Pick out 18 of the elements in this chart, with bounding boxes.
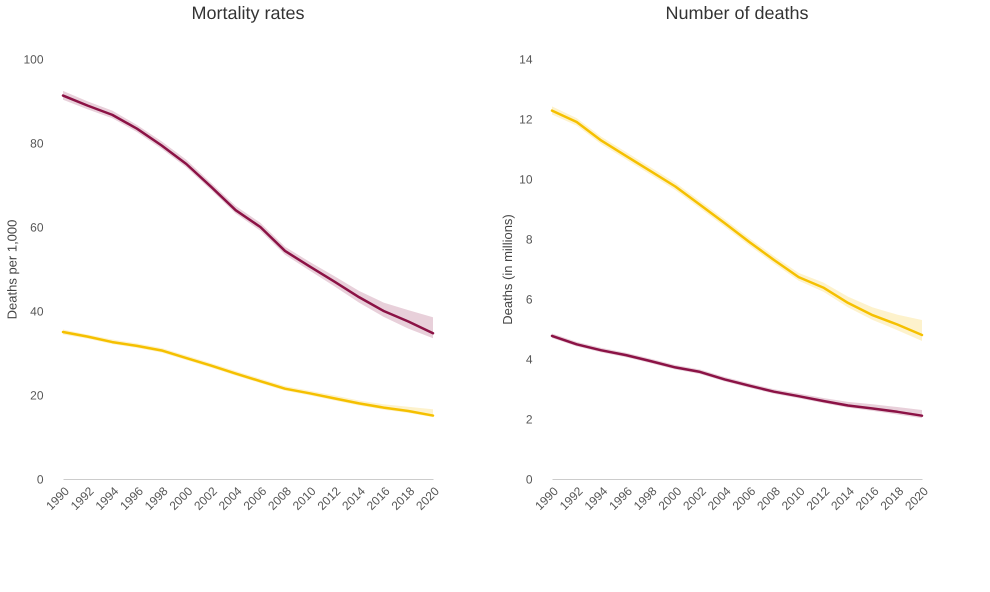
y-tick-label: 80 xyxy=(30,136,44,150)
y-tick-label: 100 xyxy=(23,52,44,66)
y-tick-label: 60 xyxy=(30,220,44,234)
y-tick-label: 8 xyxy=(526,232,533,246)
chart-title: Mortality rates xyxy=(191,3,305,23)
y-tick-label: 12 xyxy=(519,112,533,126)
y-tick-label: 10 xyxy=(519,172,533,186)
y-tick-label: 2 xyxy=(526,412,533,426)
chart-title: Number of deaths xyxy=(665,3,809,23)
y-tick-label: 0 xyxy=(526,472,533,486)
y-tick-label: 6 xyxy=(526,292,533,306)
y-tick-label: 4 xyxy=(526,352,533,366)
y-tick-label: 20 xyxy=(30,388,44,402)
y-axis-title: Deaths (in millions) xyxy=(500,214,516,325)
y-tick-label: 0 xyxy=(36,472,44,486)
y-tick-label: 14 xyxy=(519,52,533,66)
y-axis-title: Deaths per 1,000 xyxy=(4,220,20,320)
y-tick-label: 40 xyxy=(30,304,44,318)
